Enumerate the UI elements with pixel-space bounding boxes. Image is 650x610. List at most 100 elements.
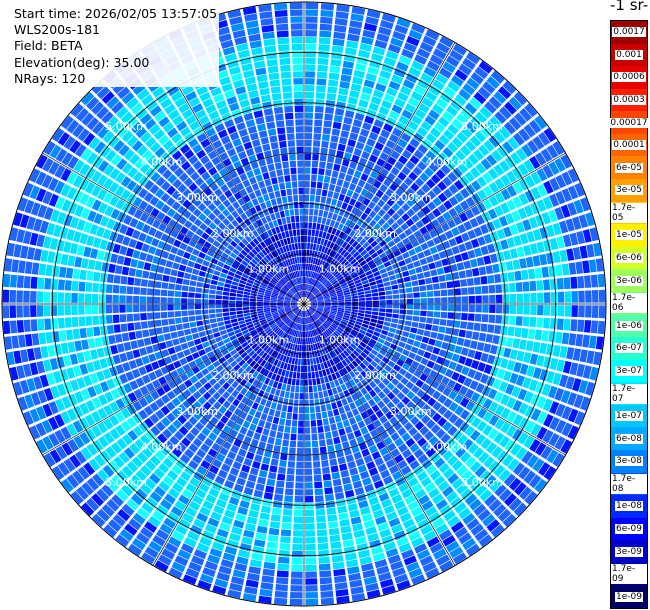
radar-cell — [139, 483, 152, 495]
radar-cell — [212, 585, 227, 595]
radar-cell — [283, 502, 293, 509]
radar-cell — [55, 196, 66, 210]
radar-cell — [208, 432, 218, 442]
radar-cell — [523, 244, 532, 256]
radar-cell — [494, 191, 505, 204]
radar-cell — [292, 530, 303, 537]
radar-cell — [119, 352, 128, 363]
radar-cell — [43, 359, 52, 372]
radar-cell — [302, 310, 304, 318]
radar-cell — [349, 467, 359, 476]
radar-cell — [383, 178, 392, 187]
radar-cell — [402, 79, 415, 90]
radar-cell — [328, 275, 335, 281]
radar-cell — [87, 386, 97, 398]
radar-cell — [320, 584, 333, 592]
radar-cell — [305, 270, 308, 277]
radar-cell — [116, 106, 129, 119]
radar-cell — [222, 174, 232, 183]
radar-cell — [341, 532, 353, 541]
radar-cell — [359, 329, 367, 335]
radar-cell — [309, 278, 313, 285]
radar-cell — [469, 340, 478, 350]
radar-cell — [365, 582, 379, 592]
radar-cell — [453, 382, 463, 393]
radar-cell — [471, 180, 482, 192]
radar-cell — [327, 226, 333, 234]
radar-cell — [23, 290, 30, 303]
radar-cell — [103, 432, 115, 444]
radar-cell — [340, 187, 348, 195]
radar-cell — [213, 270, 221, 277]
radar-cell — [395, 329, 403, 336]
radar-cell — [305, 591, 318, 599]
radar-cell — [222, 46, 236, 56]
radar-cell — [185, 230, 195, 239]
radar-cell — [382, 356, 390, 364]
radar-cell — [433, 475, 446, 487]
radar-cell — [559, 346, 568, 359]
radar-cell — [396, 401, 406, 411]
radar-cell — [305, 530, 316, 537]
radar-cell — [326, 337, 332, 344]
radar-cell — [318, 356, 323, 364]
radar-cell — [461, 304, 469, 312]
radar-cell — [208, 377, 217, 386]
radar-cell — [105, 446, 117, 459]
radar-cell — [344, 219, 352, 227]
radar-cell — [506, 425, 517, 438]
radar-cell — [266, 541, 278, 550]
radar-cell — [105, 314, 113, 324]
radar-cell — [433, 440, 444, 451]
radar-cell — [488, 460, 501, 473]
radar-cell — [206, 351, 215, 359]
radar-cell — [240, 351, 248, 359]
radar-cell — [414, 54, 428, 65]
radar-cell — [174, 284, 182, 291]
radar-cell — [282, 287, 288, 292]
radar-cell — [509, 293, 517, 304]
radar-cell — [11, 335, 20, 349]
radar-cell — [190, 524, 203, 535]
radar-cell — [308, 277, 311, 285]
radar-cell — [290, 272, 295, 279]
radar-cell — [267, 245, 273, 253]
radar-cell — [258, 419, 266, 428]
radar-cell — [493, 91, 507, 105]
radar-cell — [260, 241, 267, 249]
radar-cell — [328, 79, 339, 87]
radar-cell — [222, 291, 230, 296]
radar-cell — [432, 253, 441, 261]
radar-cell — [374, 457, 384, 467]
radar-cell — [191, 494, 204, 505]
radar-cell — [475, 162, 487, 175]
radar-cell — [127, 277, 135, 286]
radar-cell — [257, 274, 264, 280]
radar-cell — [352, 119, 363, 128]
radar-cell — [134, 438, 146, 450]
radar-cell — [302, 331, 304, 338]
radar-cell — [35, 188, 47, 202]
radar-cell — [246, 399, 254, 408]
radar-cell — [320, 9, 334, 18]
radar-cell — [232, 423, 242, 432]
radar-cell — [211, 442, 221, 452]
radar-cell — [373, 256, 381, 263]
radar-cell — [264, 354, 271, 361]
radar-cell — [166, 185, 176, 196]
radar-cell — [351, 125, 361, 135]
radar-cell — [290, 350, 294, 358]
radar-cell — [237, 92, 248, 102]
radar-cell — [150, 336, 158, 344]
radar-cell — [362, 402, 371, 411]
radar-cell — [310, 304, 318, 306]
radar-cell — [237, 151, 247, 160]
radar-cell — [530, 408, 542, 422]
radar-cell — [358, 157, 368, 166]
radar-cell — [181, 512, 194, 524]
radar-cell — [470, 479, 483, 492]
radar-cell — [227, 345, 235, 352]
radar-cell — [565, 376, 575, 390]
radar-cell — [130, 340, 139, 350]
radar-cell — [89, 372, 99, 384]
